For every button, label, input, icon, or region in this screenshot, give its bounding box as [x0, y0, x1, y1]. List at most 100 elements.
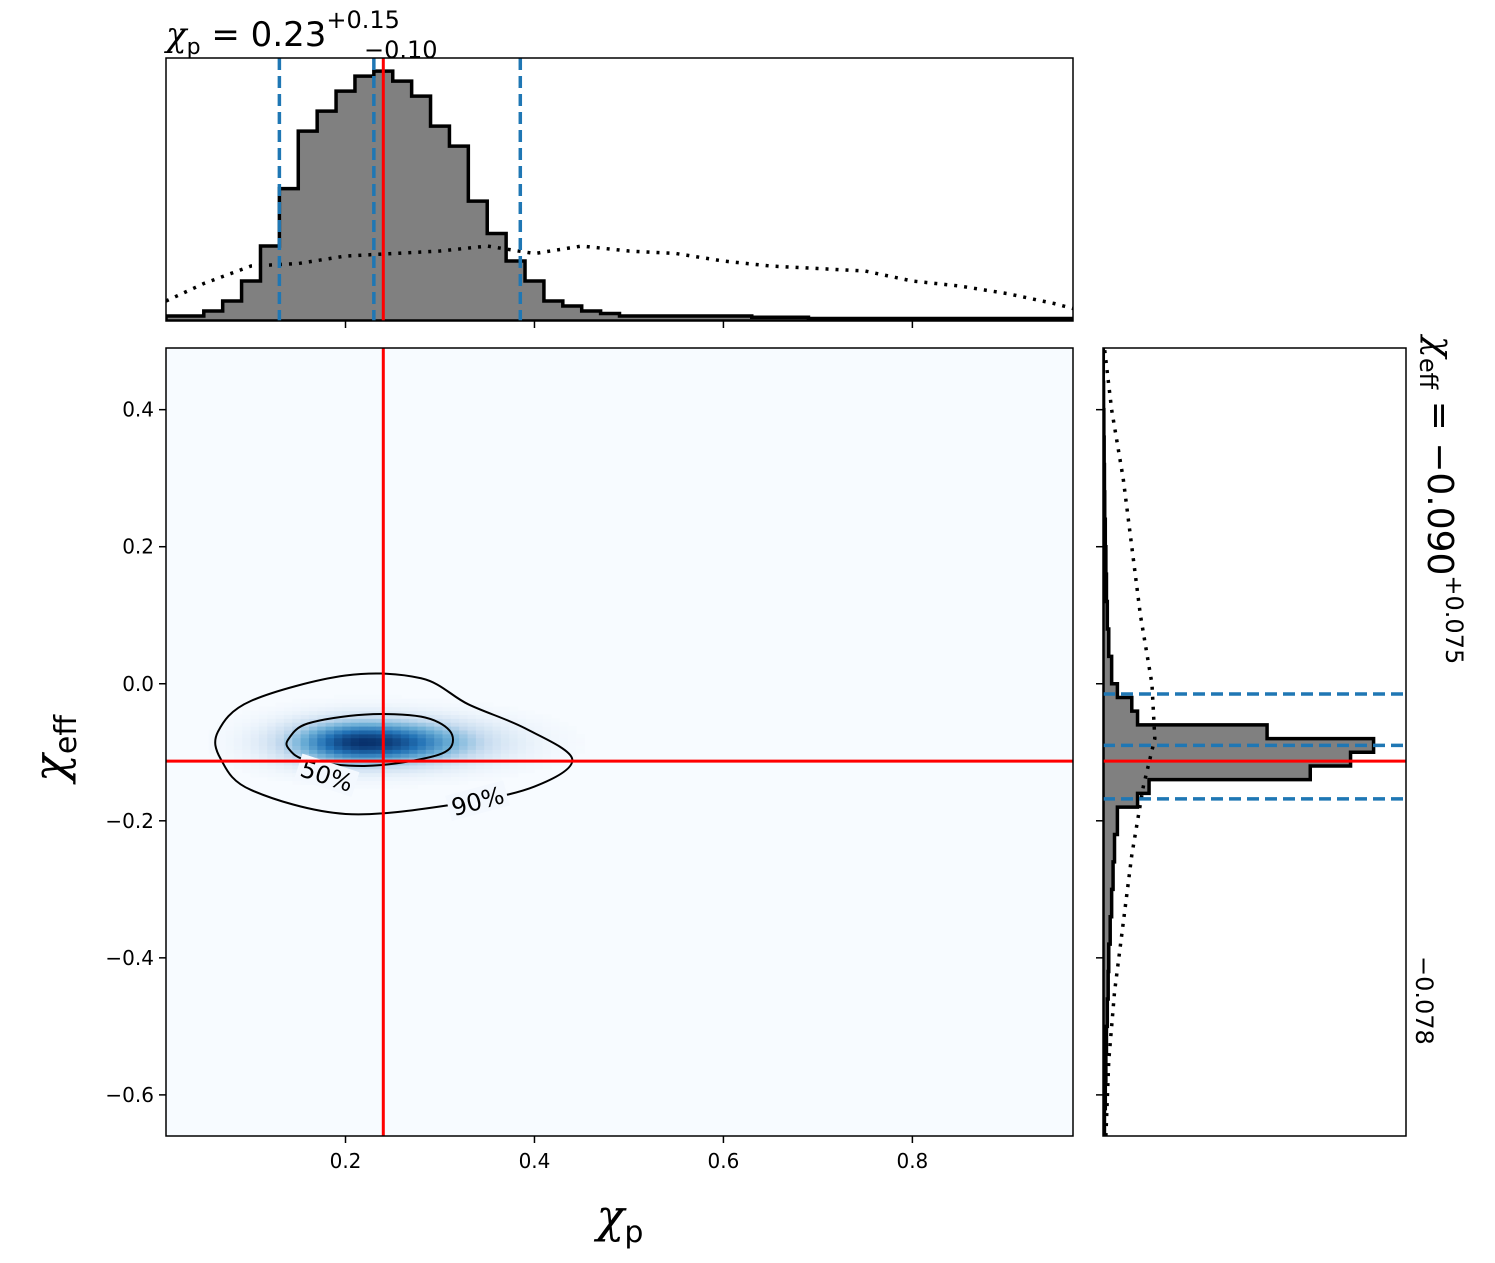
heatmap-cell	[534, 745, 544, 750]
heatmap-cell	[267, 726, 277, 731]
heatmap-cell	[409, 760, 419, 766]
heatmap-cell	[275, 745, 285, 750]
heatmap-cell	[484, 776, 494, 781]
heatmap-cell	[492, 733, 502, 739]
heatmap-cell	[434, 768, 444, 774]
heatmap-cell	[500, 745, 510, 750]
heatmap-cell	[425, 764, 435, 770]
heatmap-cell	[425, 722, 435, 727]
heatmap-cell	[325, 698, 335, 704]
heatmap-cell	[350, 702, 360, 708]
joint-x-ticks: 0.2 0.4 0.6 0.8	[330, 1136, 928, 1173]
heatmap-cell	[275, 722, 285, 727]
heatmap-cell	[325, 753, 335, 758]
heatmap-cell	[409, 737, 419, 743]
heatmap-cell	[409, 776, 419, 781]
heatmap-cell	[467, 722, 477, 727]
heatmap-cell	[576, 737, 585, 743]
heatmap-cell	[334, 698, 343, 704]
heatmap-cell	[317, 737, 327, 743]
heatmap-cell	[258, 710, 268, 715]
heatmap-cell	[359, 757, 368, 762]
heatmap-cell	[250, 733, 260, 739]
heatmap-cell	[425, 733, 435, 739]
heatmap-cell	[275, 729, 285, 735]
heatmap-cell	[242, 749, 252, 754]
heatmap-cell	[258, 753, 268, 758]
heatmap-cell	[342, 749, 352, 754]
heatmap-cell	[325, 757, 335, 762]
heatmap-cell	[275, 733, 285, 739]
heatmap-cell	[484, 714, 494, 719]
heatmap-cell	[500, 753, 510, 758]
heatmap-cell	[567, 737, 577, 743]
heatmap-cell	[534, 737, 544, 743]
heatmap-cell	[417, 698, 427, 704]
heatmap-cell	[400, 698, 410, 704]
heatmap-cell	[392, 694, 402, 700]
heatmap-cell	[384, 741, 394, 747]
heatmap-cell	[576, 745, 585, 750]
heatmap-cell	[283, 776, 293, 781]
heatmap-cell	[342, 722, 352, 727]
heatmap-cell	[350, 726, 360, 731]
y-tick-label: 0.0	[122, 672, 154, 696]
heatmap-cell	[559, 749, 569, 754]
heatmap-cell	[459, 737, 469, 743]
heatmap-cell	[367, 737, 377, 743]
right-histogram	[1103, 348, 1406, 1136]
heatmap-cell	[467, 760, 477, 766]
heatmap-cell	[317, 698, 327, 704]
heatmap-cell	[450, 733, 460, 739]
heatmap-cell	[384, 757, 394, 762]
heatmap-cell	[283, 726, 293, 731]
heatmap-cell	[267, 757, 277, 762]
heatmap-cell	[500, 768, 510, 774]
heatmap-cell	[442, 772, 452, 778]
heatmap-cell	[308, 706, 318, 712]
heatmap-cell	[208, 741, 218, 747]
heatmap-cell	[525, 737, 535, 743]
heatmap-cell	[359, 776, 368, 781]
heatmap-cell	[450, 729, 460, 735]
heatmap-cell	[425, 776, 435, 781]
heatmap-cell	[559, 733, 569, 739]
heatmap-cell	[459, 714, 469, 719]
heatmap-cell	[250, 714, 260, 719]
heatmap-cell	[267, 737, 277, 743]
heatmap-cell	[417, 710, 427, 715]
heatmap-cell	[534, 757, 544, 762]
heatmap-cell	[425, 702, 435, 708]
heatmap-cell	[250, 729, 260, 735]
heatmap-cell	[525, 768, 535, 774]
heatmap-cell	[225, 722, 235, 727]
heatmap-cell	[467, 745, 477, 750]
heatmap-cell	[434, 710, 444, 715]
heatmap-cell	[384, 698, 394, 704]
heatmap-cell	[233, 733, 243, 739]
heatmap-cell	[308, 710, 318, 715]
heatmap-cell	[317, 745, 327, 750]
heatmap-cell	[384, 733, 394, 739]
right-title-plus: +0.075	[1440, 575, 1468, 664]
heatmap-cell	[359, 729, 368, 735]
right-marginal-panel: χeff = −0.090+0.075 −0.078	[1096, 333, 1468, 1137]
top-prior-curve	[166, 244, 1073, 311]
heatmap-cell	[425, 729, 435, 735]
x-tick-label: 0.8	[896, 1149, 928, 1173]
heatmap-cell	[308, 737, 318, 743]
contour-label-bg	[445, 780, 510, 821]
heatmap-cell	[492, 729, 502, 735]
heatmap-cell	[359, 780, 368, 785]
heatmap-cell	[292, 733, 302, 739]
heatmap-cell	[300, 737, 310, 743]
heatmap-cell	[308, 702, 318, 708]
heatmap-cell	[434, 780, 444, 785]
heatmap-cell	[542, 733, 552, 739]
heatmap-cell	[450, 776, 460, 781]
heatmap-cell	[359, 733, 368, 739]
heatmap-cell	[292, 737, 302, 743]
heatmap-cell	[517, 745, 527, 750]
heatmap-cell	[375, 776, 385, 781]
heatmap-cell	[283, 718, 293, 723]
